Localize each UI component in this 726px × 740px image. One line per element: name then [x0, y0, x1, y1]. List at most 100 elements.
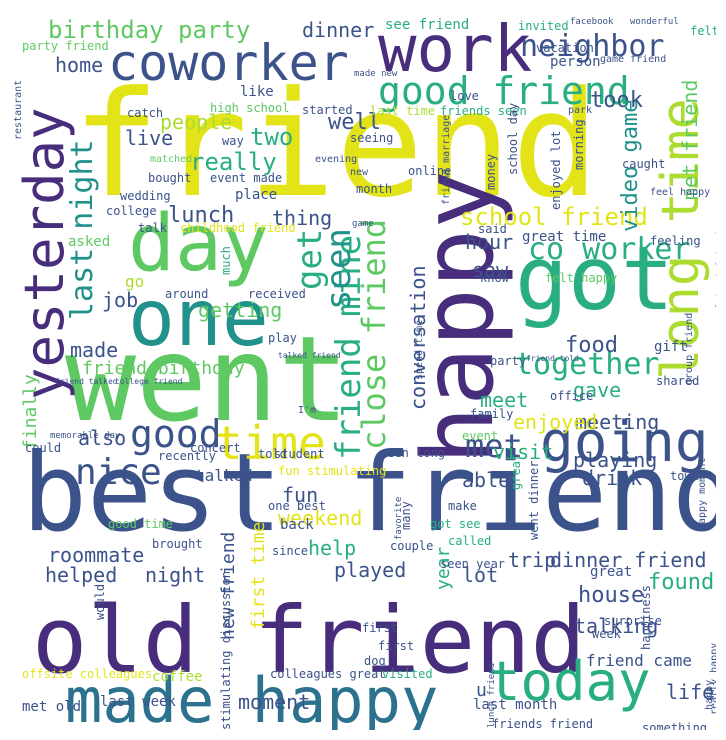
cloud-word: surprise	[604, 614, 662, 628]
cloud-word: family	[470, 407, 514, 421]
cloud-word: yesterday	[13, 107, 76, 400]
cloud-word: life	[666, 680, 715, 704]
cloud-word: also	[78, 426, 127, 450]
cloud-word: colleagues great	[270, 667, 386, 681]
cloud-word: first	[362, 621, 399, 635]
cloud-word: happiness	[639, 584, 653, 650]
cloud-word: around	[165, 287, 209, 301]
cloud-word: wedding	[120, 189, 171, 203]
cloud-word: close friend	[355, 218, 393, 450]
cloud-word: something	[642, 721, 708, 730]
cloud-word: way	[222, 134, 244, 148]
cloud-word: played	[334, 558, 407, 582]
cloud-word: going	[540, 410, 709, 475]
cloud-word: friend birthday	[82, 358, 245, 379]
cloud-word: friends friend	[492, 717, 594, 730]
cloud-word: stimulating discussion	[219, 571, 233, 730]
cloud-word: gift	[654, 339, 688, 355]
cloud-word: lunch	[168, 203, 235, 228]
cloud-word: feel happy	[650, 187, 711, 198]
cloud-word: nice	[75, 452, 162, 493]
cloud-word: friend talked	[55, 377, 118, 386]
cloud-word: met old	[22, 699, 82, 715]
cloud-word: make	[448, 499, 477, 513]
cloud-word: since	[272, 544, 309, 558]
cloud-word: concert	[190, 441, 241, 455]
cloud-word: weekend	[278, 506, 363, 530]
cloud-word: happy	[704, 679, 715, 710]
cloud-word: recently	[158, 449, 216, 463]
cloud-word: live	[125, 126, 174, 150]
cloud-word: shared	[656, 374, 700, 388]
cloud-word: best friend	[22, 431, 716, 556]
cloud-word: play	[268, 331, 297, 345]
cloud-word: home	[55, 53, 104, 77]
cloud-word: got see	[430, 517, 481, 531]
cloud-word: go	[125, 272, 145, 291]
cloud-word: game	[352, 219, 374, 229]
cloud-word: back	[280, 517, 314, 533]
cloud-word: old friend	[32, 587, 586, 694]
cloud-word: together	[515, 347, 660, 382]
cloud-word: matched	[150, 154, 193, 165]
cloud-word: last time	[370, 104, 436, 118]
cloud-word: last night	[65, 139, 100, 320]
cloud-word: playing	[573, 448, 658, 472]
cloud-word: day	[128, 199, 269, 289]
cloud-word: student	[274, 447, 325, 461]
cloud-word: lunch friend	[487, 662, 497, 728]
cloud-word: felt happy	[545, 271, 618, 285]
cloud-word: really	[190, 148, 277, 176]
cloud-word: morning	[572, 119, 586, 170]
cloud-word: great time	[522, 229, 607, 245]
cloud-word: bought	[148, 171, 192, 185]
cloud-word: help	[308, 536, 357, 560]
cloud-word: seen long	[380, 446, 446, 460]
cloud-word: got	[515, 227, 674, 330]
cloud-word: feeling	[650, 234, 701, 248]
cloud-word: today	[488, 650, 651, 713]
cloud-word: moment	[238, 690, 311, 714]
cloud-word: great	[509, 453, 523, 490]
cloud-word: took	[590, 88, 643, 113]
cloud-word: able	[462, 468, 511, 492]
cloud-word: party	[490, 354, 527, 368]
cloud-word: seeing	[350, 131, 394, 145]
cloud-word: last week	[100, 694, 176, 710]
cloud-word: night	[145, 563, 206, 587]
cloud-word: get	[290, 228, 330, 290]
cloud-word: childhood friend	[180, 221, 296, 235]
cloud-word: I'm	[298, 405, 317, 416]
cloud-word: said	[478, 222, 507, 236]
cloud-word: met	[465, 427, 523, 465]
cloud-word: job	[102, 288, 139, 312]
cloud-word: coffee	[152, 669, 203, 685]
cloud-word: group friend	[684, 312, 695, 385]
cloud-word: time	[215, 416, 326, 470]
cloud-word: town	[670, 469, 699, 483]
cloud-word: fun	[282, 483, 319, 507]
cloud-word: told	[258, 447, 287, 461]
cloud-word: couple	[390, 539, 434, 553]
cloud-word: made happy	[65, 664, 439, 731]
cloud-word: met friend	[678, 79, 702, 200]
cloud-word: person	[550, 54, 601, 70]
cloud-word: week	[592, 627, 621, 641]
cloud-word: vacation	[536, 41, 594, 55]
cloud-word: first	[378, 639, 415, 653]
cloud-word: memorable day	[50, 431, 121, 441]
word-cloud: friend best friend went old friend happy got d…	[10, 10, 716, 730]
cloud-word: visited	[382, 667, 433, 681]
cloud-word: talked	[195, 466, 253, 485]
cloud-word: friend told	[526, 354, 579, 363]
cloud-word: first time	[248, 521, 269, 630]
cloud-word: birthday party	[48, 16, 251, 44]
cloud-word: know	[480, 271, 509, 285]
cloud-word: dinner	[302, 18, 375, 42]
cloud-word: house	[578, 583, 645, 608]
cloud-word: office	[550, 389, 594, 403]
cloud-word: new	[350, 167, 369, 178]
cloud-word: lot	[462, 563, 499, 587]
cloud-word: love	[450, 89, 479, 103]
cloud-word: asked	[68, 234, 111, 250]
